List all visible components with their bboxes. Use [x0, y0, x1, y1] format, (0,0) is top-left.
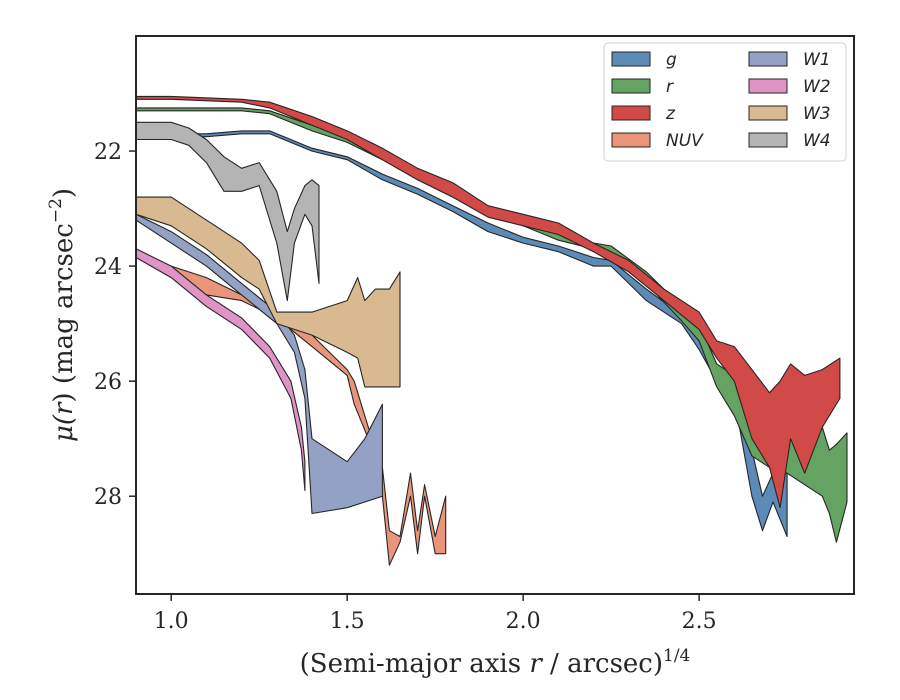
legend-swatch [748, 78, 788, 94]
legend-item-w4: W4 [748, 131, 831, 151]
plot-series [136, 95, 848, 566]
band-z [136, 95, 841, 509]
x-axis-ticks: 1.0 1.5 2.0 2.5 [154, 594, 717, 634]
legend-swatch [611, 105, 651, 121]
plot-frame [135, 35, 855, 595]
x-tick-label: 1.0 [154, 609, 189, 634]
x-axis-label: (Semi-major axis r / arcsec)1/4 [300, 646, 691, 679]
y-axis-label: μ(r) (mag arcsec−2) [46, 188, 79, 442]
y-axis-ticks: 22 24 26 28 [94, 140, 136, 510]
x-tick-label: 1.5 [330, 609, 365, 634]
y-tick-label: 28 [94, 485, 122, 510]
band-w1 [136, 213, 383, 515]
y-tick-label: 24 [94, 255, 122, 280]
legend-label: W3 [803, 104, 831, 124]
y-tick-label: 22 [94, 140, 122, 165]
legend-swatch [611, 132, 651, 148]
legend-item-g: g [611, 50, 677, 70]
legend-label: z [665, 104, 676, 124]
legend-label: r [666, 77, 674, 97]
legend-swatch [748, 51, 788, 67]
legend-item-nuv: NUV [611, 131, 704, 151]
legend-item-r: r [611, 77, 674, 97]
legend-swatch [611, 78, 651, 94]
band-w3 [136, 196, 401, 388]
legend-label: NUV [666, 131, 704, 151]
legend-box [603, 42, 847, 162]
legend-label: W1 [803, 50, 831, 70]
legend-item-w2: W2 [748, 77, 831, 97]
legend-label: W2 [803, 77, 831, 97]
legend-swatch [611, 51, 651, 67]
legend-item-w3: W3 [748, 104, 831, 124]
x-tick-label: 2.0 [506, 609, 541, 634]
band-w4 [136, 121, 320, 302]
legend-label: g [666, 50, 677, 70]
x-tick-label: 2.5 [682, 609, 717, 634]
legend-label: W4 [803, 131, 831, 151]
band-w2 [136, 248, 306, 492]
legend-item-z: z [611, 104, 676, 124]
y-tick-label: 26 [94, 370, 122, 395]
band-nuv [136, 254, 447, 566]
legend-swatch [748, 132, 788, 148]
legend-item-w1: W1 [748, 50, 831, 70]
legend-swatch [748, 105, 788, 121]
legend: grz NUV W1 W2 W3 W4 [603, 42, 847, 162]
band-g [136, 130, 788, 538]
